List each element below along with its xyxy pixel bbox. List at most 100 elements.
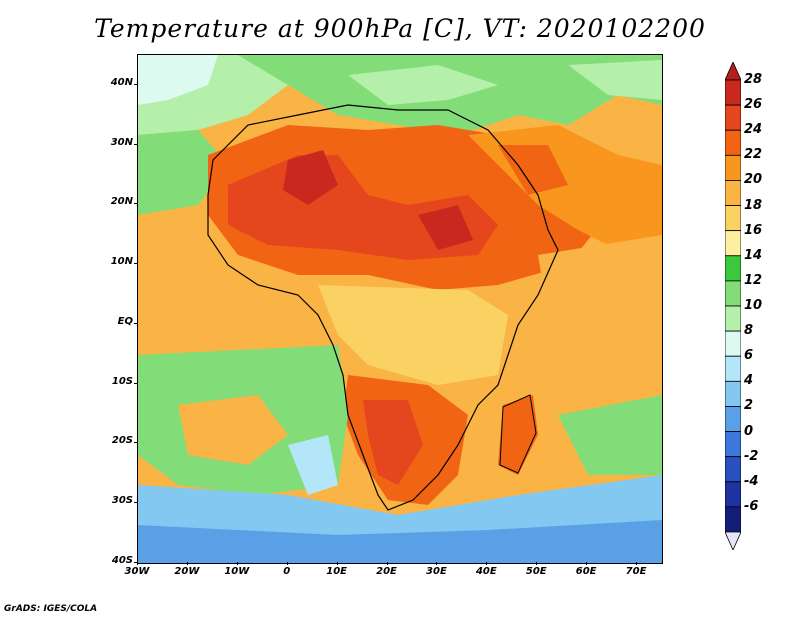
colorbar-label: 2 — [744, 398, 754, 414]
colorbar-label: -4 — [744, 473, 759, 489]
lat-tick-label: 20S — [111, 435, 133, 447]
temperature-map — [137, 54, 663, 564]
hotspot-east — [418, 205, 473, 250]
atlantic-green — [138, 130, 228, 215]
lat-tick-mark — [134, 382, 137, 384]
colorbar-label: 18 — [744, 197, 763, 213]
indian-ocean-region — [538, 235, 662, 435]
lat-tick-label: 10N — [110, 256, 133, 268]
colorbar-swatch — [725, 255, 741, 282]
lat-tick-mark — [134, 562, 137, 563]
colorbar-swatch — [725, 355, 741, 382]
colorbar-label: 22 — [744, 147, 763, 163]
lat-tick-label: 30N — [110, 136, 133, 148]
colorbar-label: 16 — [744, 222, 763, 238]
arabia-hot — [498, 145, 568, 195]
colorbar-label: 14 — [744, 247, 763, 263]
lat-tick-label: 40N — [110, 76, 133, 88]
temperature-field — [138, 55, 662, 563]
colorbar-label: -2 — [744, 448, 759, 464]
colorbar-swatch — [725, 230, 741, 257]
colorbar-swatch — [725, 456, 741, 483]
med-cool-region — [348, 65, 498, 105]
colorbar-swatch — [725, 129, 741, 156]
lon-tick-mark — [236, 562, 238, 565]
colorbar-label: 26 — [744, 97, 763, 113]
lon-tick-mark — [486, 562, 488, 565]
colorbar-swatch — [725, 506, 741, 533]
colorbar-label: 4 — [744, 373, 754, 389]
colorbar-top-arrow — [725, 62, 741, 81]
lon-tick-label: 60E — [575, 566, 597, 577]
credit-text: GrADS: IGES/COLA — [4, 604, 98, 614]
colorbar-label: 24 — [744, 122, 763, 138]
lon-tick-label: 30E — [426, 566, 447, 577]
colorbar-label: 20 — [744, 172, 763, 188]
lon-tick-mark — [536, 562, 538, 565]
colorbar-swatch — [725, 406, 741, 432]
colorbar-swatch — [725, 154, 741, 181]
lon-tick-label: 10W — [224, 566, 250, 577]
africa-coastline — [207, 104, 559, 511]
lat-tick-mark — [134, 143, 137, 145]
lon-tick-mark — [186, 562, 188, 565]
madagascar-coastline — [499, 394, 537, 474]
southern-ocean-cold — [138, 520, 662, 563]
ne-cool-region — [568, 60, 662, 100]
lon-tick-label: 0 — [283, 566, 291, 577]
colorbar-label: -6 — [744, 498, 759, 514]
lon-tick-label: 10E — [326, 566, 347, 577]
lat-tick-label: 20N — [110, 196, 133, 208]
lat-tick-mark — [134, 502, 137, 504]
lon-tick-label: 30W — [124, 566, 150, 577]
colorbar-swatch — [725, 431, 741, 458]
lon-tick-label: 40E — [475, 566, 497, 577]
lat-tick-label: 10S — [111, 375, 133, 387]
lat-tick-mark — [134, 263, 137, 265]
nw-cold-region — [138, 55, 218, 105]
colorbar-bottom-arrow — [725, 531, 741, 550]
colorbar-swatch — [725, 481, 741, 508]
lat-tick-mark — [134, 442, 137, 444]
lon-tick-mark — [386, 562, 388, 565]
colorbar-swatch — [725, 205, 741, 232]
se-indian-green — [558, 395, 662, 475]
lon-tick-mark — [586, 562, 588, 565]
lon-tick-mark — [137, 562, 138, 565]
colorbar-label: 6 — [744, 348, 754, 364]
colorbar-swatch — [725, 180, 741, 206]
lat-tick-label: 30S — [111, 495, 133, 507]
lon-tick-mark — [336, 562, 338, 565]
lat-tick-mark — [134, 83, 137, 85]
colorbar-swatch — [725, 79, 741, 106]
hotspot-west — [283, 150, 338, 205]
lon-tick-label: 20E — [376, 566, 397, 577]
madagascar-region — [498, 395, 538, 475]
lon-tick-mark — [286, 562, 288, 565]
colorbar-label: 12 — [744, 272, 763, 288]
colorbar-label: 8 — [744, 323, 754, 339]
lat-tick-mark — [134, 203, 137, 205]
colorbar — [725, 62, 741, 550]
lon-tick-label: 20W — [174, 566, 200, 577]
colorbar-swatch — [725, 305, 741, 332]
lon-tick-mark — [436, 562, 438, 565]
lat-tick-label: 40S — [111, 555, 133, 566]
colorbar-label: 28 — [744, 72, 763, 87]
lon-tick-label: 50E — [525, 566, 547, 577]
south-atlantic-warm — [178, 395, 288, 465]
equatorial-region — [318, 285, 508, 385]
lat-tick-label: EQ — [117, 315, 133, 327]
colorbar-label: 10 — [744, 298, 763, 313]
colorbar-label: 0 — [744, 423, 754, 439]
lat-tick-mark — [134, 322, 137, 324]
plot-title: Temperature at 900hPa [C], VT: 202010220… — [94, 14, 706, 43]
colorbar-swatch — [725, 330, 741, 357]
lon-tick-label: 70E — [625, 566, 647, 577]
lon-tick-mark — [636, 562, 638, 565]
kalahari-hotter — [363, 400, 423, 485]
colorbar-swatch — [725, 280, 741, 307]
colorbar-swatch — [725, 380, 741, 407]
colorbar-swatch — [725, 104, 741, 131]
south-atlantic-cool — [288, 435, 338, 495]
